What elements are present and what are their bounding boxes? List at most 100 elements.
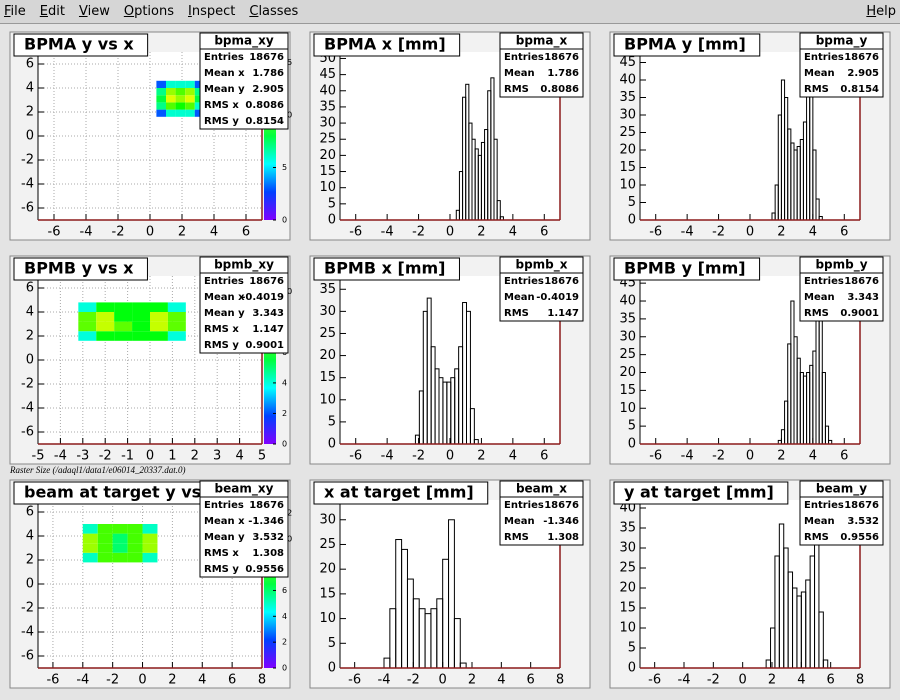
y-tick-label: 2 — [26, 105, 34, 120]
heat-cell — [82, 524, 98, 534]
title-box — [613, 257, 761, 281]
stats-name: bpma_xy — [214, 34, 274, 49]
stats-name: bpmb_x — [515, 258, 567, 273]
x-tick-label: 0 — [146, 225, 154, 240]
y-tick-label: 0 — [328, 661, 336, 676]
stats-label: Mean x — [204, 516, 245, 527]
x-tick-label: 6 — [527, 673, 535, 688]
y-tick-label: 15 — [319, 164, 336, 179]
stats-value: 0.9001 — [245, 340, 284, 351]
x-tick-label: 0 — [746, 449, 754, 464]
y-tick-label: 5 — [628, 419, 636, 434]
pad-title: BPMA y [mm] — [624, 35, 746, 54]
x-tick-label: 6 — [540, 225, 548, 240]
stats-label: Mean — [504, 68, 535, 79]
y-tick-label: -2 — [21, 377, 34, 392]
y-tick-label: 45 — [319, 67, 336, 82]
y-tick-label: 5 — [628, 641, 636, 656]
y-tick-label: 2 — [26, 329, 34, 344]
x-tick-label: 2 — [191, 449, 199, 464]
y-tick-label: 35 — [619, 311, 636, 326]
palette-label: 0 — [282, 216, 287, 225]
y-tick-label: 35 — [319, 282, 336, 297]
y-tick-label: 15 — [319, 370, 336, 385]
heat-cell — [167, 331, 186, 341]
heat-cell — [82, 543, 98, 553]
heat-cell — [96, 321, 115, 332]
heat-cell — [97, 524, 113, 534]
heat-cell — [97, 552, 113, 563]
x-tick-label: 2 — [468, 673, 476, 688]
menu-item[interactable]: Edit — [39, 4, 65, 19]
x-tick-label: 4 — [497, 673, 505, 688]
x-tick-label: -4 — [681, 449, 694, 464]
heat-cell — [142, 533, 158, 544]
x-tick-label: 6 — [827, 673, 835, 688]
heat-cell — [166, 80, 176, 88]
stats-value: 18676 — [249, 500, 284, 511]
stats-name: bpmb_xy — [214, 258, 274, 273]
x-tick-label: -6 — [348, 673, 361, 688]
x-tick-label: 6 — [242, 225, 250, 240]
stats-value: 0.9556 — [245, 564, 284, 575]
heat-cell — [132, 331, 150, 341]
y-tick-label: 30 — [319, 512, 336, 527]
title-box — [313, 481, 489, 505]
heat-cell — [127, 524, 143, 534]
title-box — [313, 33, 461, 57]
heat-cell — [132, 302, 150, 312]
x-tick-label: 4 — [509, 449, 517, 464]
y-tick-label: 30 — [619, 108, 636, 123]
y-tick-label: 15 — [619, 601, 636, 616]
menu-item[interactable]: File — [4, 4, 26, 19]
palette-label: 2 — [282, 638, 287, 647]
heat-cell — [166, 88, 176, 96]
menu-item[interactable]: Inspect — [188, 4, 236, 19]
heat-cell — [185, 80, 195, 88]
stats-box — [499, 32, 584, 98]
title-box — [313, 257, 460, 281]
y-tick-label: -2 — [21, 601, 34, 616]
heat-cell — [127, 543, 143, 553]
menu-item[interactable]: Classes — [249, 4, 299, 19]
stats-box — [499, 256, 584, 322]
canvas-label: Raster Size (/adaql1/data1/e06014_20337.… — [9, 465, 186, 475]
x-tick-label: 4 — [235, 449, 243, 464]
heat-cell — [132, 321, 150, 332]
x-tick-label: -4 — [678, 673, 691, 688]
menu-item[interactable]: Options — [123, 4, 174, 19]
x-tick-label: -3 — [76, 449, 89, 464]
y-tick-label: 5 — [328, 414, 336, 429]
y-tick-label: 35 — [319, 99, 336, 114]
y-tick-label: 40 — [619, 294, 636, 309]
x-tick-label: 6 — [540, 449, 548, 464]
y-tick-label: 20 — [319, 562, 336, 577]
x-tick-label: -2 — [407, 673, 420, 688]
heat-cell — [156, 80, 166, 88]
heat-cell — [114, 312, 133, 322]
heat-cell — [175, 88, 186, 96]
heat-cell — [96, 302, 115, 312]
y-tick-label: 4 — [26, 81, 34, 96]
stats-label: RMS — [804, 532, 829, 543]
stats-value: 0.9001 — [840, 308, 879, 319]
stats-label: Mean — [804, 292, 835, 303]
x-tick-label: 2 — [477, 449, 485, 464]
x-tick-label: 8 — [556, 673, 564, 688]
x-tick-label: 4 — [210, 225, 218, 240]
y-tick-label: 20 — [319, 348, 336, 363]
y-tick-label: -4 — [21, 625, 34, 640]
y-tick-label: 0 — [328, 213, 336, 228]
pad-title: BPMB y vs x — [24, 259, 134, 278]
menu-help[interactable]: Help — [866, 4, 896, 19]
x-tick-label: 2 — [777, 449, 785, 464]
stats-label: Entries — [504, 500, 544, 511]
stats-value: 1.308 — [252, 548, 284, 559]
y-tick-label: 30 — [619, 329, 636, 344]
y-tick-label: -4 — [21, 401, 34, 416]
pad-title: x at target [mm] — [324, 483, 474, 502]
y-tick-label: 10 — [319, 611, 336, 626]
stats-value: 18676 — [249, 52, 284, 63]
menu-item[interactable]: View — [78, 4, 110, 19]
